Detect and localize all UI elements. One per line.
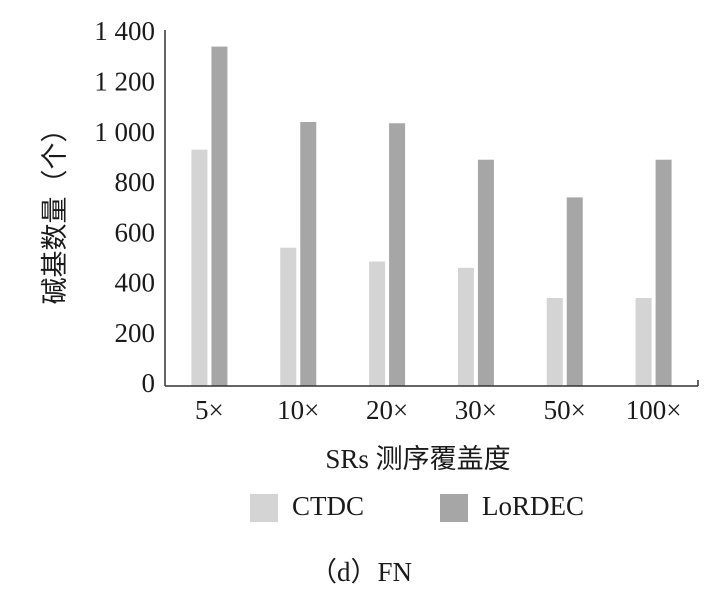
bar xyxy=(546,298,563,386)
x-tick-label: 30× xyxy=(455,395,497,425)
y-axis-title: 碱基数量（个） xyxy=(40,116,70,305)
bar xyxy=(300,122,317,386)
legend-swatch xyxy=(440,494,468,522)
x-tick-label: 5× xyxy=(195,395,224,425)
legend-swatch xyxy=(250,494,278,522)
x-tick-label: 50× xyxy=(544,395,586,425)
y-tick-label: 0 xyxy=(142,368,156,398)
bar xyxy=(635,298,652,386)
x-axis-title: SRs 测序覆盖度 xyxy=(325,444,510,474)
x-tick-label: 10× xyxy=(277,395,319,425)
bar xyxy=(191,149,208,386)
bar xyxy=(655,159,672,386)
bar xyxy=(566,197,583,386)
bar xyxy=(389,123,406,386)
bar xyxy=(280,247,297,386)
y-tick-label: 400 xyxy=(115,268,156,298)
y-tick-label: 1 200 xyxy=(94,66,155,96)
y-tick-label: 600 xyxy=(115,217,156,247)
x-tick-label: 100× xyxy=(626,395,682,425)
bar xyxy=(211,46,228,386)
x-tick-label: 20× xyxy=(366,395,408,425)
y-tick-label: 800 xyxy=(115,167,156,197)
y-tick-label: 1 000 xyxy=(94,117,155,147)
y-tick-label: 200 xyxy=(115,318,156,348)
legend-label: CTDC xyxy=(292,491,364,521)
bar xyxy=(369,261,386,386)
caption: （d）FN xyxy=(310,557,412,587)
bar xyxy=(477,159,494,386)
legend-label: LoRDEC xyxy=(482,491,584,521)
bar xyxy=(457,267,474,386)
y-tick-label: 1 400 xyxy=(94,16,155,46)
